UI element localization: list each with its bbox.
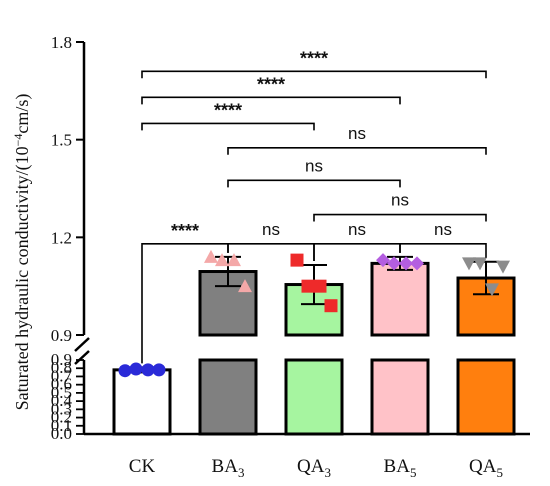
comparison-label-2: **** [214,100,242,120]
bar-0 [112,368,172,436]
bar-3-upper [370,261,430,337]
point-2-1 [301,279,315,293]
point-0-3 [152,363,166,377]
lower-tick-label-0: 0.0 [51,424,72,443]
y-axis-label-sup: −4 [11,134,25,147]
lower-tick-label-3: 0.3 [51,399,72,418]
lower-tick-label-2: 0.2 [51,408,72,427]
lower-tick-label-4: 0.4 [51,391,73,410]
lower-tick-label-9: 0.9 [51,350,72,369]
point-0-2 [141,363,155,377]
category-label-4: QA5 [469,456,503,480]
comparison-bracket-4 [227,179,401,188]
lower-tick-label-1: 0.1 [51,416,72,435]
comparison-bracket-5 [313,213,487,222]
comparison-label-8: ns [348,220,366,239]
lower-tick-label-5: 0.5 [51,383,72,402]
axes-layer: 0.91.21.51.80.00.10.20.30.40.50.60.70.80… [51,33,530,480]
axis-break-mark-lower [74,350,90,365]
y-axis-label-tail: cm/s) [12,94,33,134]
category-base-1: BA [212,456,239,477]
category-sub-2: 3 [324,465,331,480]
category-sub-1: 3 [238,465,245,480]
comparison-bracket-3 [227,147,487,155]
comparison-label-5: ns [391,191,409,210]
point-0-1 [129,362,143,376]
significance-layer: **** **** **** ns ns ns **** ns ns ns [141,48,487,364]
category-label-0: CK [129,456,156,477]
category-label-1: BA3 [212,456,245,480]
point-1-1 [215,253,229,267]
category-base-3: BA [384,456,411,477]
point-0-0 [118,364,132,378]
point-3-2 [399,256,413,271]
bar-4-lower [456,358,516,436]
point-2-3 [324,299,338,313]
point-3-1 [387,256,401,271]
comparison-bracket-0 [141,70,487,79]
point-1-3 [238,279,252,293]
upper-tick-label-1: 1.2 [51,228,72,247]
upper-tick-label-2: 1.5 [51,131,72,150]
bar-1-lower [198,358,258,436]
comparison-label-3: ns [348,124,366,143]
point-1-2 [227,253,241,267]
point-4-1 [473,257,487,271]
comparison-bracket-2 [141,122,315,131]
point-2-0 [290,253,304,267]
comparison-bracket-9 [399,243,487,258]
lower-tick-label-6: 0.6 [51,375,72,394]
comparison-label-4: ns [305,156,323,175]
point-4-3 [496,260,510,274]
axis-break-mark-upper [74,337,90,352]
comparison-bracket-1 [141,96,401,105]
category-base-0: CK [129,456,156,477]
bar-3-lower [370,358,430,436]
point-2-2 [313,279,327,293]
point-4-2 [485,283,499,297]
comparison-label-9: ns [434,220,452,239]
category-label-2: QA3 [297,456,331,480]
lower-tick-label-7: 0.7 [51,366,73,385]
bar-2-lower [284,358,344,436]
comparison-label-7: ns [262,220,280,239]
comparison-label-6: **** [171,221,199,241]
upper-tick-label-3: 1.8 [51,33,72,52]
point-3-0 [376,253,390,268]
category-base-2: QA [297,456,325,477]
category-sub-3: 5 [410,465,417,480]
category-base-4: QA [469,456,497,477]
comparison-label-1: **** [257,74,285,94]
upper-tick-label-0: 0.9 [51,326,72,345]
point-3-3 [410,256,424,271]
category-label-3: BA5 [384,456,417,480]
points-layer [118,249,510,378]
lower-tick-label-8: 0.8 [51,358,72,377]
y-axis-label-main: Saturated hydraulic conductivity/(10 [12,146,33,410]
y-axis-label: Saturated hydraulic conductivity/(10−4cm… [11,94,33,411]
point-4-0 [462,257,476,271]
point-1-0 [204,249,218,263]
category-sub-4: 5 [496,465,503,480]
comparison-label-0: **** [300,48,328,68]
